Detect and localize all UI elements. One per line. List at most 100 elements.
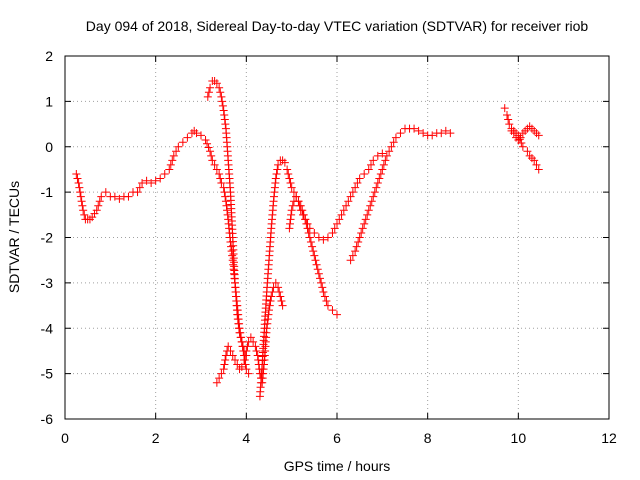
data-point <box>249 337 258 346</box>
data-point <box>346 256 355 265</box>
data-point <box>217 369 226 378</box>
data-point <box>527 124 536 133</box>
data-point <box>512 129 521 138</box>
y-tick-label: 0 <box>45 139 53 155</box>
data-point <box>348 188 357 197</box>
data-point <box>79 206 88 215</box>
data-point <box>278 156 287 165</box>
data-point <box>271 174 280 183</box>
data-point <box>320 292 329 301</box>
data-point <box>233 315 242 324</box>
data-point <box>323 233 332 242</box>
data-point <box>378 149 387 158</box>
y-tick-label: -1 <box>41 184 54 200</box>
data-point <box>287 183 296 192</box>
data-point <box>373 151 382 160</box>
data-point <box>523 147 532 156</box>
data-point <box>280 158 289 167</box>
data-point <box>204 88 213 97</box>
data-point <box>316 274 324 283</box>
data-point <box>156 174 165 183</box>
data-point <box>124 192 133 201</box>
data-point <box>216 88 225 97</box>
data-point <box>244 369 253 378</box>
data-point <box>366 201 375 210</box>
data-point <box>410 124 419 133</box>
data-point <box>287 210 296 219</box>
data-point <box>285 174 294 183</box>
data-point <box>220 110 229 119</box>
data-point <box>289 188 298 197</box>
data-point <box>385 147 394 156</box>
data-point <box>273 165 282 174</box>
data-point <box>391 133 400 142</box>
y-tick-label: -2 <box>41 230 54 246</box>
data-point <box>525 151 534 160</box>
data-point <box>151 176 160 185</box>
data-point <box>178 138 187 147</box>
x-tick-label: 0 <box>61 430 69 446</box>
data-point <box>517 138 526 147</box>
data-point <box>318 283 327 292</box>
data-point <box>342 201 351 210</box>
data-point <box>78 201 87 210</box>
x-tick-label: 6 <box>333 430 341 446</box>
data-point <box>344 197 353 206</box>
data-point <box>95 197 104 206</box>
data-point <box>301 215 310 224</box>
data-point <box>530 126 539 135</box>
series-3 <box>212 278 287 387</box>
data-point <box>174 142 183 151</box>
data-point <box>339 206 348 215</box>
data-point <box>355 233 364 242</box>
data-point <box>203 92 212 101</box>
data-point <box>378 165 387 174</box>
data-point <box>224 342 233 351</box>
data-point <box>172 147 181 156</box>
data-point <box>369 156 378 165</box>
data-point <box>218 97 227 106</box>
data-point <box>197 131 205 140</box>
data-point <box>358 224 367 233</box>
data-point <box>530 156 539 165</box>
data-point <box>221 356 230 365</box>
data-point <box>322 297 331 306</box>
data-point <box>220 360 229 369</box>
data-point <box>357 228 366 237</box>
data-point <box>147 179 156 188</box>
data-point <box>446 129 455 138</box>
data-point <box>372 183 381 192</box>
data-point <box>351 183 360 192</box>
data-point <box>203 139 212 148</box>
data-point <box>355 174 364 183</box>
data-point <box>534 131 543 140</box>
data-point <box>419 129 428 138</box>
data-point <box>306 238 315 247</box>
data-point <box>221 351 230 360</box>
data-point <box>210 76 219 85</box>
data-point <box>219 106 228 115</box>
data-point <box>361 215 370 224</box>
data-point <box>504 115 513 124</box>
data-point <box>231 356 239 365</box>
data-point <box>305 233 314 242</box>
data-point <box>381 156 390 165</box>
data-point <box>168 156 177 165</box>
data-point <box>252 346 261 355</box>
data-point <box>274 283 283 292</box>
data-point <box>376 169 385 178</box>
data-point <box>295 201 304 210</box>
data-point <box>328 306 337 315</box>
data-point <box>217 92 226 101</box>
data-point <box>532 129 541 138</box>
data-point <box>133 188 142 197</box>
data-point <box>169 151 178 160</box>
data-point <box>267 292 276 301</box>
data-point <box>76 192 85 201</box>
data-point <box>208 156 217 165</box>
data-point <box>437 129 446 138</box>
data-point <box>360 219 369 228</box>
data-point <box>509 126 518 135</box>
data-point <box>240 356 249 365</box>
